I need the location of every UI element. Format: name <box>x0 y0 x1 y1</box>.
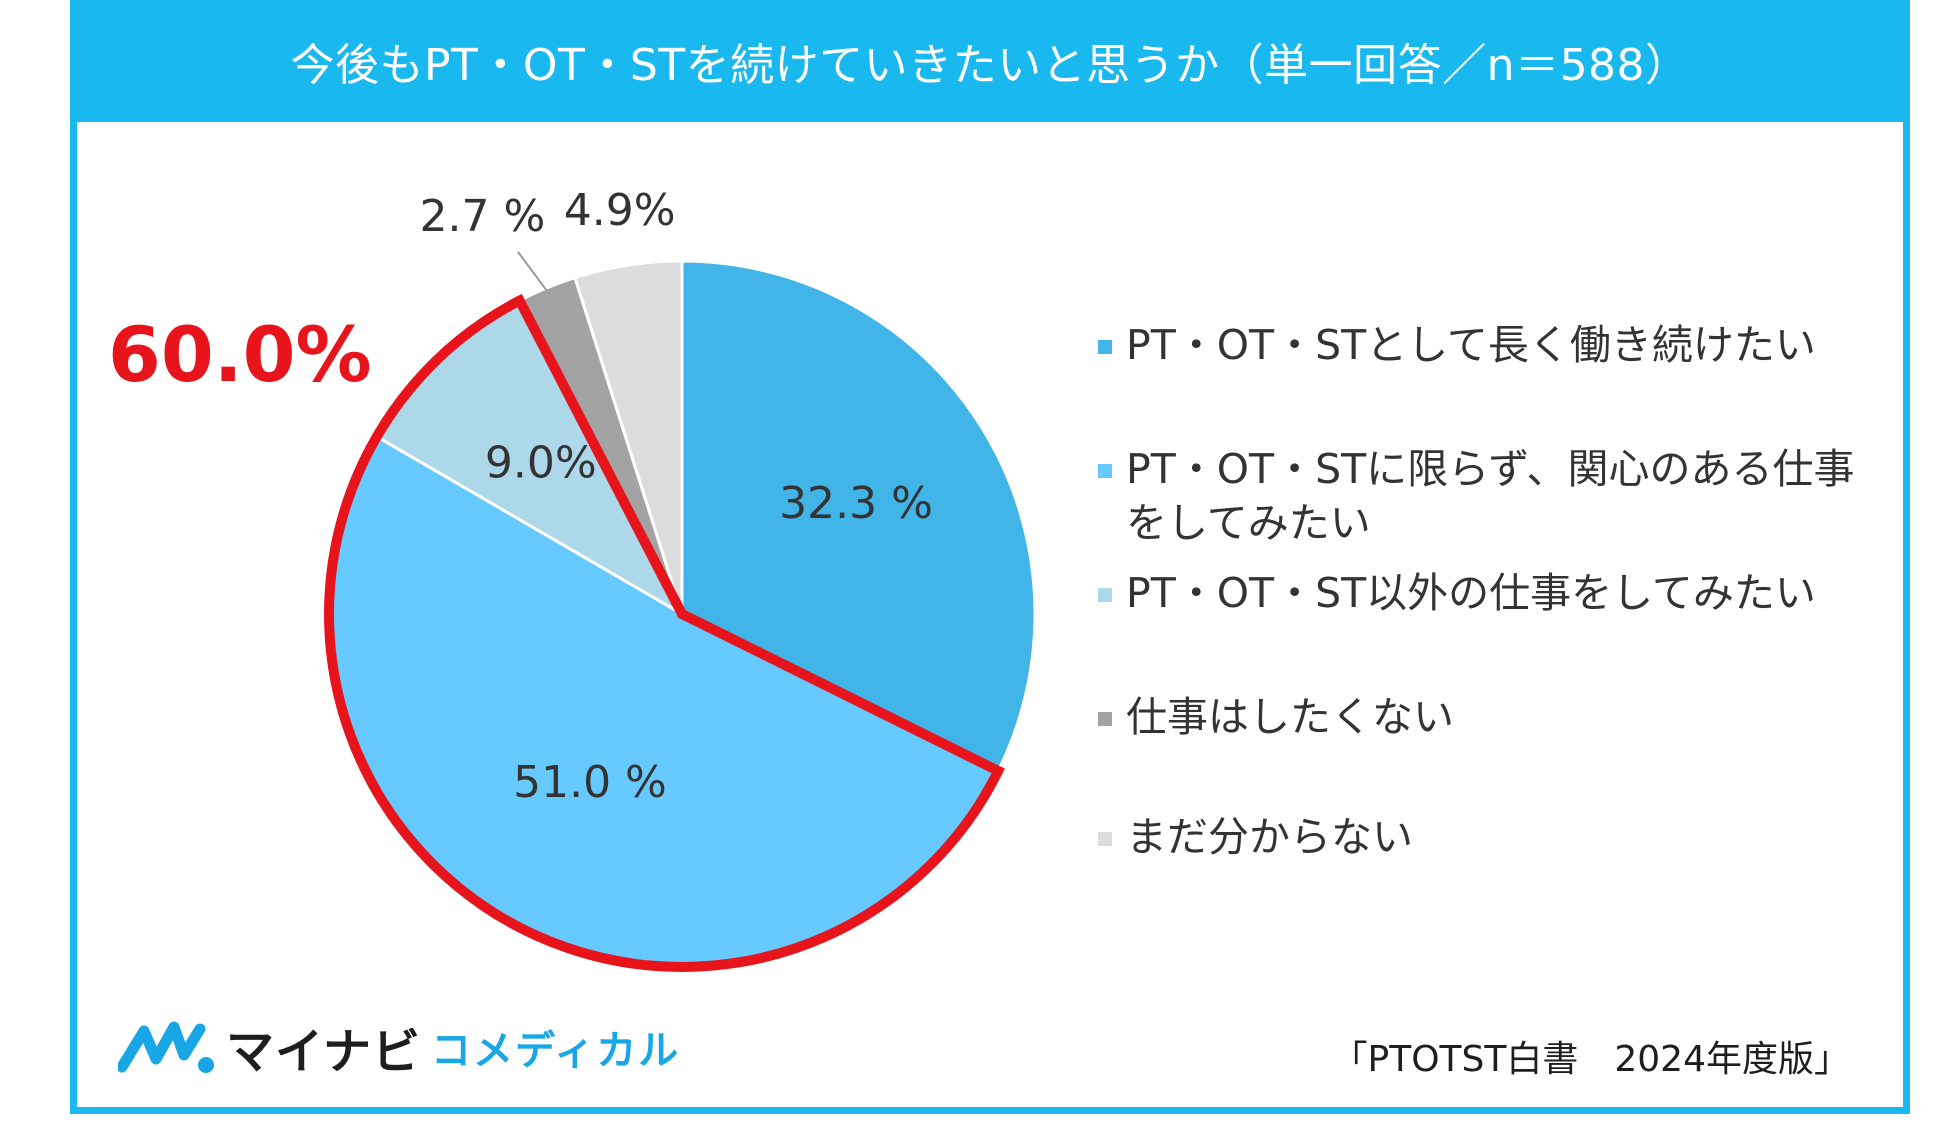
legend-label: PT・OT・ST以外の仕事をしてみたい <box>1126 569 1816 617</box>
legend-swatch <box>1098 464 1112 478</box>
legend-swatch <box>1098 340 1112 354</box>
legend-item: 仕事はしたくない <box>1098 690 1866 744</box>
legend-item: PT・OT・ST以外の仕事をしてみたい <box>1098 566 1866 620</box>
slice-value-label: 4.9% <box>564 185 676 236</box>
legend-label: 仕事はしたくない <box>1126 693 1454 741</box>
slice-value-label: 51.0 % <box>513 757 667 808</box>
logo-sub-text: コメディカル <box>431 1028 681 1074</box>
leader-line <box>517 251 551 296</box>
slice-value-label: 2.7 % <box>420 191 546 242</box>
logo: マイナビ コメディカル <box>118 1012 680 1082</box>
source-note: 「PTOTST白書 2024年度版」 <box>1331 1039 1851 1080</box>
legend-label: まだ分からない <box>1126 813 1413 861</box>
legend-label: PT・OT・STに限らず、関心のある仕事 をしてみたい <box>1126 445 1855 547</box>
legend-swatch <box>1098 832 1112 846</box>
legend-item: まだ分からない <box>1098 810 1866 864</box>
highlight-outline <box>324 293 1005 972</box>
pie-slice <box>573 259 684 615</box>
pie-slice <box>680 259 1037 773</box>
legend-item: PT・OT・STとして長く働き続けたい <box>1098 318 1866 372</box>
legend-item: PT・OT・STに限らず、関心のある仕事 をしてみたい <box>1098 442 1866 550</box>
slice-value-label: 32.3 % <box>779 478 933 529</box>
highlight-total-label: 60.0% <box>108 310 372 399</box>
legend-swatch <box>1098 712 1112 726</box>
mynavi-logo-mark-icon <box>118 1021 214 1073</box>
logo-main-text: マイナビ <box>226 1024 422 1080</box>
slice-value-label: 9.0% <box>485 438 597 489</box>
legend-swatch <box>1098 588 1112 602</box>
chart-title: 今後もPT・OT・STを続けていきたいと思うか（単一回答／n＝588） <box>70 0 1910 122</box>
legend-label: PT・OT・STとして長く働き続けたい <box>1126 321 1816 369</box>
